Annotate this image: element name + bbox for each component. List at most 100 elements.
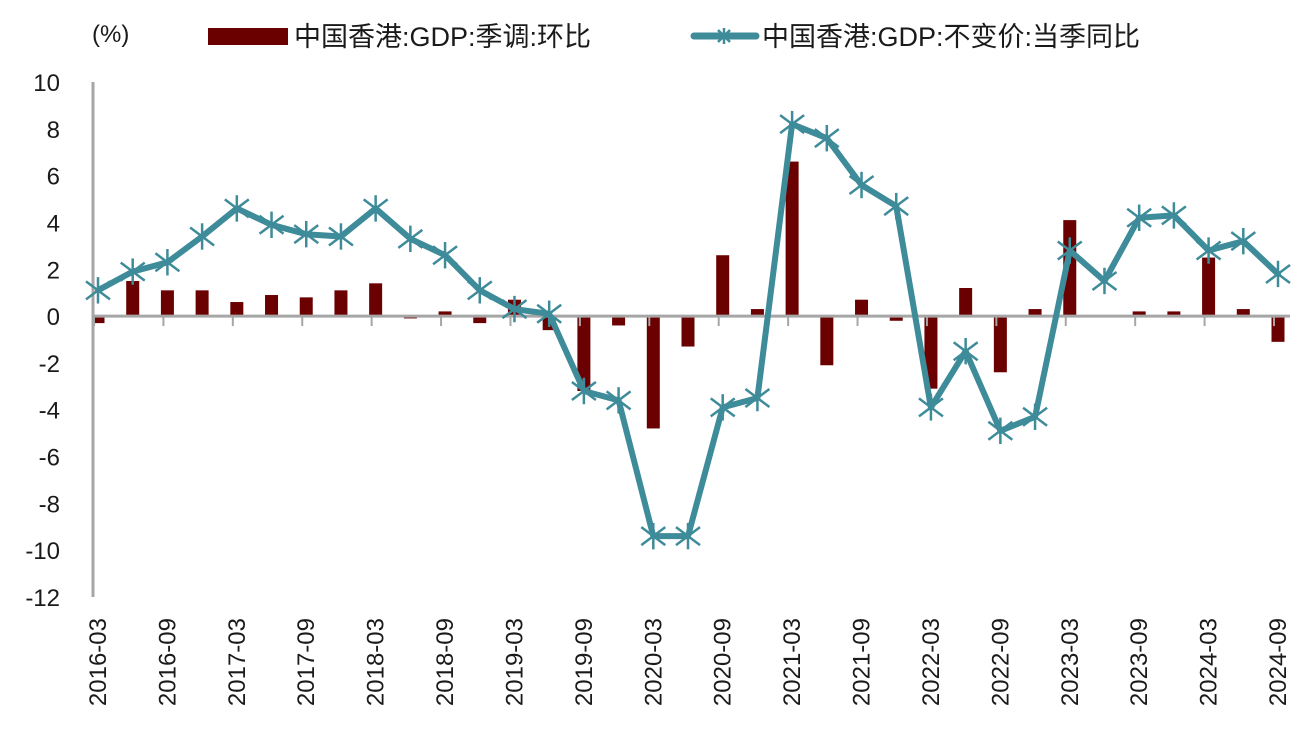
x-tick-label: 2024-03 bbox=[1196, 618, 1223, 706]
x-tick-label: 2016-09 bbox=[154, 618, 181, 706]
marker-2021-09 bbox=[848, 171, 875, 199]
x-tick-label: 2022-03 bbox=[918, 618, 945, 706]
marker-2018-09 bbox=[432, 242, 458, 269]
marker-2023-12 bbox=[1161, 202, 1187, 229]
marker-2022-12 bbox=[1022, 403, 1048, 430]
bar-2016-09 bbox=[160, 290, 174, 317]
marker-2018-03 bbox=[362, 195, 389, 222]
bar-2020-12 bbox=[750, 309, 764, 317]
x-tick-label: 2016-03 bbox=[85, 618, 112, 706]
bar-2016-06 bbox=[126, 280, 140, 317]
bar-series bbox=[91, 161, 1285, 429]
y-tick-label: 2 bbox=[47, 257, 60, 284]
x-axis-tick-labels: 2016-03 2016-09 2017-03 2017-09 2018-03 2018-… bbox=[85, 618, 1292, 706]
bar-2020-09 bbox=[716, 255, 730, 317]
y-tick-label: -10 bbox=[25, 538, 60, 565]
x-tick-label: 2019-09 bbox=[571, 618, 598, 706]
marker-2024-06 bbox=[1230, 227, 1257, 255]
bar-2023-09 bbox=[1132, 311, 1146, 317]
marker-2019-03 bbox=[501, 295, 528, 323]
legend: 中国香港:GDP:季调:环比 中国香港:GDP:不变价:当季同比 bbox=[208, 22, 1140, 52]
legend-swatch-bar bbox=[208, 28, 288, 45]
bar-2018-12 bbox=[473, 316, 487, 324]
x-tick-label: 2020-09 bbox=[710, 618, 737, 706]
bar-2017-12 bbox=[334, 290, 348, 317]
marker-2023-09 bbox=[1126, 204, 1152, 231]
bar-2022-12 bbox=[1028, 309, 1042, 317]
bar-2020-03 bbox=[646, 316, 660, 429]
y-tick-label: 10 bbox=[33, 70, 60, 97]
marker-2022-03 bbox=[918, 394, 944, 421]
bar-2022-03 bbox=[924, 316, 938, 389]
marker-2017-09 bbox=[293, 220, 319, 248]
marker-2019-12 bbox=[605, 387, 632, 414]
marker-2024-09 bbox=[1265, 260, 1291, 288]
y-tick-label: 8 bbox=[47, 117, 60, 144]
x-tick-label: 2021-03 bbox=[779, 618, 806, 706]
marker-2016-09 bbox=[154, 249, 181, 276]
marker-2016-12 bbox=[189, 223, 215, 250]
y-tick-label: -6 bbox=[39, 445, 60, 472]
bar-2019-12 bbox=[612, 316, 626, 326]
marker-2019-06 bbox=[536, 300, 562, 327]
marker-2021-06 bbox=[814, 124, 840, 152]
x-tick-label: 2018-03 bbox=[363, 618, 390, 706]
legend-label-line: 中国香港:GDP:不变价:当季同比 bbox=[762, 22, 1140, 52]
marker-2018-12 bbox=[467, 277, 493, 304]
legend-item-bar: 中国香港:GDP:季调:环比 bbox=[208, 22, 591, 52]
marker-2021-03 bbox=[779, 110, 805, 138]
x-tick-label: 2023-09 bbox=[1126, 618, 1153, 706]
y-tick-label: -8 bbox=[39, 491, 60, 518]
marker-2023-03 bbox=[1057, 237, 1083, 264]
bar-2018-03 bbox=[369, 283, 383, 317]
marker-2020-06 bbox=[675, 522, 701, 550]
x-tick-label: 2020-03 bbox=[640, 618, 667, 706]
y-tick-label: -12 bbox=[25, 585, 60, 612]
x-tick-label: 2022-09 bbox=[987, 618, 1014, 706]
legend-label-bar: 中国香港:GDP:季调:环比 bbox=[294, 22, 591, 52]
y-tick-label: 0 bbox=[47, 304, 60, 331]
marker-2017-03 bbox=[224, 195, 250, 222]
bar-2020-06 bbox=[681, 316, 695, 347]
marker-2022-06 bbox=[952, 338, 979, 365]
bar-2017-09 bbox=[299, 297, 313, 317]
y-tick-label: 6 bbox=[47, 164, 60, 191]
y-unit-label: (%) bbox=[92, 21, 129, 48]
x-tick-label: 2017-09 bbox=[293, 618, 320, 706]
y-tick-label: -2 bbox=[39, 351, 60, 378]
marker-2023-06 bbox=[1091, 267, 1118, 295]
bar-2024-06 bbox=[1236, 309, 1250, 317]
bar-2019-09 bbox=[577, 316, 591, 391]
marker-2017-06 bbox=[258, 211, 285, 238]
bar-2021-06 bbox=[820, 316, 834, 366]
marker-2021-12 bbox=[883, 192, 909, 220]
bar-2017-03 bbox=[230, 302, 244, 317]
marker-2016-03 bbox=[85, 277, 111, 304]
legend-asterisk-marker bbox=[717, 28, 731, 44]
y-axis-tick-labels: 10 8 6 4 2 0 -2 -4 -6 -8 -10 -12 bbox=[25, 70, 60, 612]
bar-2021-03 bbox=[785, 161, 799, 317]
marker-2020-03 bbox=[640, 522, 667, 550]
x-tick-label: 2023-03 bbox=[1057, 618, 1084, 706]
marker-2020-12 bbox=[744, 384, 771, 412]
bar-2021-09 bbox=[855, 299, 869, 317]
marker-2017-12 bbox=[328, 223, 354, 250]
bar-2023-03 bbox=[1063, 220, 1077, 317]
x-tick-label: 2018-09 bbox=[432, 618, 459, 706]
x-tick-label: 2021-09 bbox=[849, 618, 876, 706]
bar-2022-06 bbox=[959, 288, 973, 317]
bar-2017-06 bbox=[265, 295, 279, 317]
x-tick-label: 2024-09 bbox=[1265, 618, 1292, 706]
marker-2024-03 bbox=[1195, 237, 1222, 264]
bar-2016-03 bbox=[91, 316, 105, 324]
bar-2023-12 bbox=[1167, 311, 1181, 317]
marker-2020-09 bbox=[709, 394, 736, 421]
bar-2018-09 bbox=[438, 311, 452, 317]
marker-2016-06 bbox=[119, 258, 146, 285]
bar-2016-12 bbox=[195, 290, 209, 317]
x-tick-label: 2017-03 bbox=[224, 618, 251, 706]
line-series-markers bbox=[85, 110, 1291, 550]
x-tick-label: 2019-03 bbox=[501, 618, 528, 706]
y-tick-label: -4 bbox=[39, 398, 60, 425]
